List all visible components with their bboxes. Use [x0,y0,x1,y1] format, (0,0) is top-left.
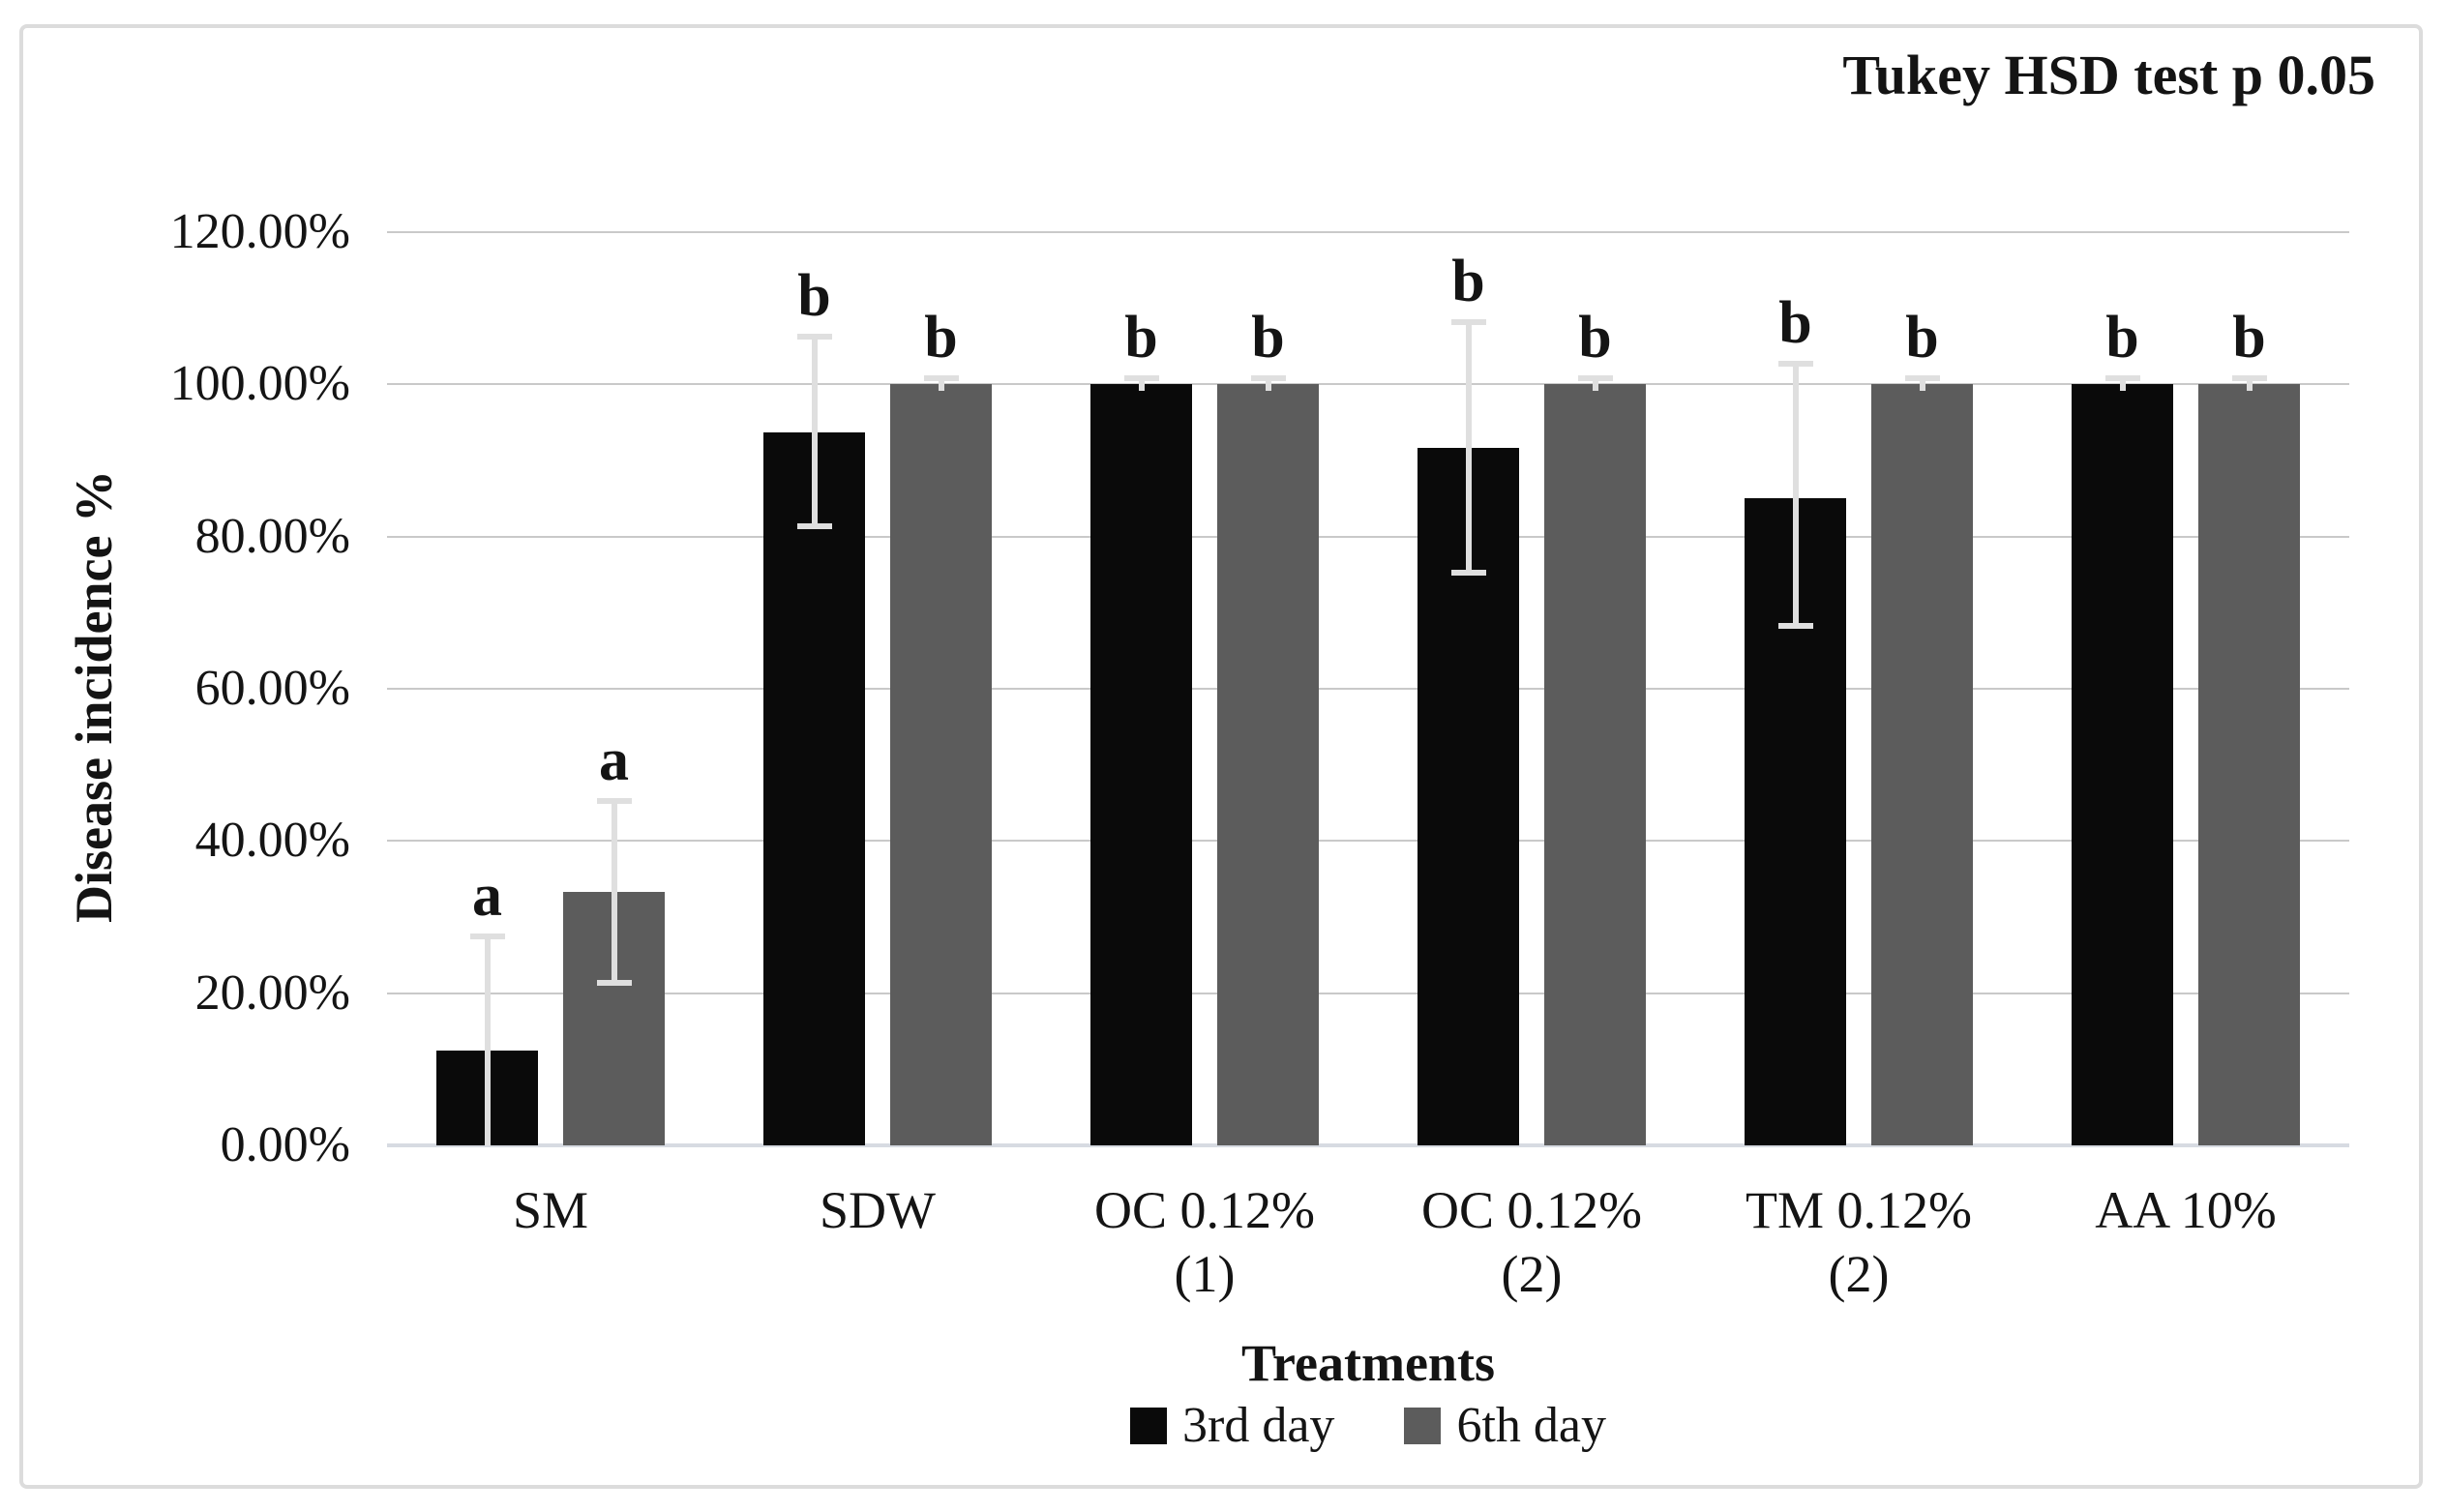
sig-letter: b [1778,290,1812,357]
gridline [387,688,2349,690]
y-tick-label: 40.00% [194,813,350,869]
legend-swatch-6th-day [1404,1408,1442,1444]
error-bar-line [938,378,944,391]
x-tick-label: SM [512,1181,589,1239]
sig-letter: b [1451,248,1485,314]
gridline [387,383,2349,386]
sig-letter: b [924,305,958,371]
bar-6th-day [890,384,992,1145]
bar-3rd-day [1090,384,1192,1145]
error-bar-cap-top [1577,375,1613,382]
legend-label-3rd-day: 3rd day [1182,1398,1335,1453]
legend: 3rd day 6th day [387,1401,2349,1451]
sig-letter: b [1251,305,1285,371]
plot-area: a b b b b b a b b b b b [387,231,2349,1147]
error-bar-cap-top [1250,375,1286,382]
error-bar-line [2119,378,2126,391]
error-bar-cap-top [1123,375,1159,382]
sig-letter: b [797,262,831,329]
y-tick-label: 20.00% [194,964,350,1021]
error-bar-cap-bottom [1450,570,1486,577]
y-tick-label: 120.00% [169,204,350,259]
y-tick-label: 0.00% [220,1117,350,1172]
sig-letter: a [472,862,502,929]
x-tick-label: AA 10% [2095,1181,2277,1239]
x-axis-title: Treatments [1241,1334,1495,1392]
sig-letter: b [1124,305,1158,371]
error-bar-line [484,935,491,1145]
gridline [387,231,2349,233]
error-bar-cap-top [923,375,959,382]
error-bar-cap-top [2231,375,2267,382]
y-tick-label: 60.00% [194,661,350,716]
sig-letter: b [2232,305,2266,371]
error-bar-line [1592,378,1598,391]
error-bar-cap-top [1904,375,1940,382]
error-bar-line [1138,378,1145,391]
error-bar-cap-top [469,933,505,939]
x-tick-label: OC 0.12% (2) [1421,1181,1642,1303]
legend-swatch-3rd-day [1130,1408,1168,1444]
chart-title: Tukey HSD test p 0.05 [1842,44,2375,106]
error-bar-line [1919,378,1925,391]
y-tick-label: 80.00% [194,508,350,564]
gridline [387,992,2349,994]
gridline [387,535,2349,538]
error-bar-line [1265,378,1271,391]
gridline [387,840,2349,843]
sig-letter: b [1578,305,1612,371]
bar-6th-day [1217,384,1319,1145]
error-bar-line [1792,364,1799,626]
x-tick-label: OC 0.12% (1) [1094,1181,1315,1303]
error-bar-cap-top [1777,361,1813,368]
bar-6th-day [1871,384,1973,1145]
sig-letter: b [2105,305,2139,371]
x-axis-line [387,1143,2349,1147]
bar-3rd-day [2072,384,2173,1145]
x-tick-label: SDW [820,1181,936,1239]
bar-6th-day [1544,384,1646,1145]
error-bar-line [2246,378,2253,391]
error-bar-cap-bottom [796,523,832,530]
error-bar-cap-top [2104,375,2140,382]
error-bar-cap-bottom [596,980,632,987]
error-bar-cap-top [796,333,832,340]
error-bar-line [811,336,818,527]
sig-letter: a [599,726,629,793]
legend-label-6th-day: 6th day [1456,1398,1606,1453]
legend-item-6th-day: 6th day [1404,1401,1606,1451]
bar-3rd-day [763,431,865,1145]
x-tick-label: TM 0.12% (2) [1746,1181,1972,1303]
error-bar-line [611,800,617,984]
y-tick-label: 100.00% [169,356,350,412]
error-bar-line [1465,321,1472,574]
error-bar-cap-top [596,797,632,804]
error-bar-cap-bottom [1777,622,1813,629]
bar-6th-day [2198,384,2300,1145]
sig-letter: b [1905,305,1939,371]
error-bar-cap-top [1450,318,1486,325]
legend-item-3rd-day: 3rd day [1130,1401,1334,1451]
